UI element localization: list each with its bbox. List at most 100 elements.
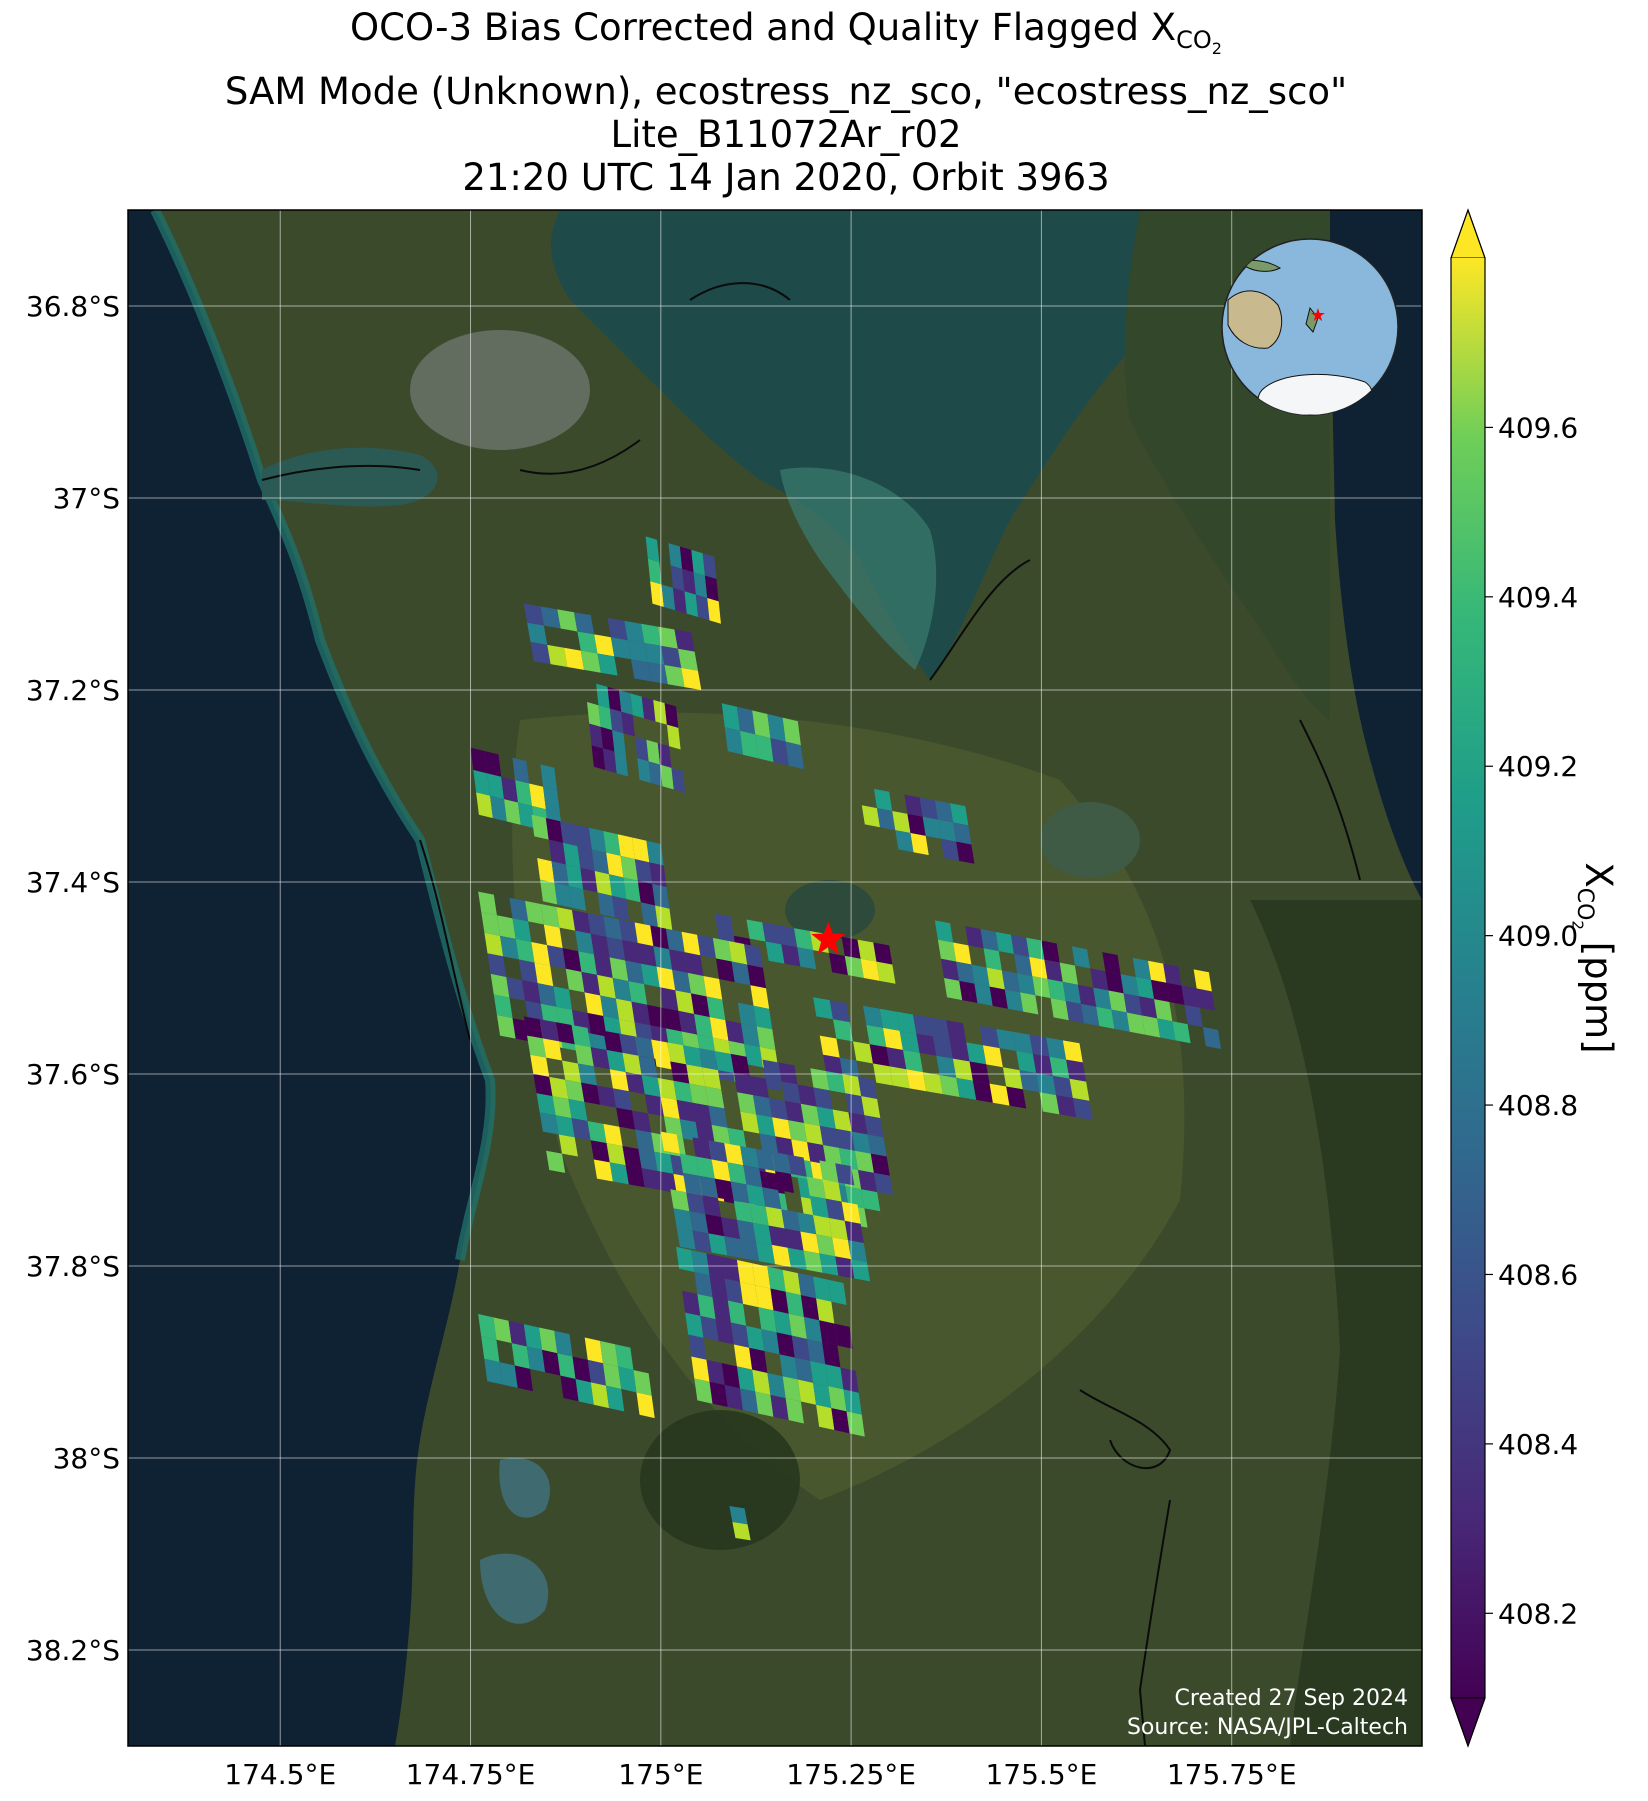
xco2-sounding-cell <box>606 852 624 878</box>
xco2-sounding-cell <box>679 546 694 573</box>
xco2-sounding-cell <box>797 1212 817 1235</box>
xco2-sounding-cell <box>752 1222 772 1245</box>
xco2-sounding-cell <box>670 1061 690 1084</box>
xco2-sounding-cell <box>694 1014 713 1038</box>
xco2-sounding-cell <box>587 1359 607 1386</box>
xco2-sounding-cell <box>562 1060 582 1083</box>
xco2-sounding-cell <box>1047 978 1066 1002</box>
xco2-sounding-cell <box>692 1102 712 1125</box>
xco2-sounding-cell <box>730 1322 750 1348</box>
xco2-sounding-cell <box>737 1092 757 1115</box>
xco2-sounding-cell <box>843 1389 862 1415</box>
xco2-sounding-cell <box>635 1129 655 1152</box>
xco2-sounding-cell <box>1196 988 1215 1011</box>
xco2-sounding-cell <box>721 1217 741 1240</box>
xco2-sounding-cell <box>531 814 549 840</box>
xco2-sounding-cell <box>493 1317 512 1344</box>
xco2-sounding-cell <box>800 1295 820 1321</box>
xco2-sounding-cell <box>826 1071 846 1094</box>
xco2-sounding-cell <box>682 1290 701 1316</box>
colorbar-ticks: 409.6 409.4 409.2 409.0 408.8 408.6 408.4 408.2 <box>1485 411 1578 1630</box>
xco2-sounding-cell <box>695 1122 715 1145</box>
map-gridlines <box>128 210 1422 1746</box>
xco2-sounding-cell <box>765 1206 785 1229</box>
xco2-sounding-cell <box>599 1340 619 1367</box>
xco2-sounding-cell <box>668 543 683 569</box>
latitude-tick-labels: 36.8°S 37°S 37.2°S 37.4°S 37.6°S 37.8°S 38°S 38… <box>26 290 120 1667</box>
xco2-sounding-cell <box>709 1275 728 1301</box>
xco2-sounding-cell <box>512 757 530 784</box>
xco2-sounding-cell <box>612 730 626 755</box>
xco2-sounding-cell <box>779 1354 798 1380</box>
map-panel[interactable] <box>128 210 1422 1746</box>
xco2-sounding-cell <box>540 606 561 629</box>
lat-tick-label: 36.8°S <box>26 290 120 323</box>
xco2-sounding-cell <box>589 723 603 749</box>
xco2-sounding-cell <box>853 1041 874 1064</box>
xco2-sounding-cell <box>537 858 555 883</box>
xco2-sounding-cell <box>840 1367 859 1393</box>
xco2-sounding-cell <box>937 939 957 962</box>
xco2-sounding-cell <box>979 1026 1000 1049</box>
xco2-sounding-cell <box>706 996 726 1021</box>
xco2-sounding-cell <box>638 1055 658 1078</box>
xco2-sounding-cell <box>873 942 893 965</box>
xco2-sounding-cell <box>1126 1012 1145 1035</box>
xco2-sounding-cell <box>676 1099 696 1122</box>
xco2-sounding-cell <box>612 1088 633 1111</box>
xco2-sounding-cell <box>861 805 881 828</box>
xco2-sounding-cell <box>706 1359 725 1386</box>
xco2-sounding-cell <box>681 931 701 956</box>
xco2-sounding-cell <box>1032 1053 1053 1076</box>
xco2-sounding-cell <box>1014 954 1033 977</box>
xco2-sounding-cell <box>1052 1075 1073 1098</box>
xco2-sounding-cell <box>568 1098 588 1122</box>
xco2-sounding-cell <box>753 1005 773 1030</box>
xco2-sounding-cell <box>673 587 687 614</box>
xco2-sounding-cell <box>500 935 519 960</box>
xco2-sounding-cell <box>669 949 688 973</box>
xco2-sounding-cell <box>709 1017 729 1041</box>
xco2-sounding-cell <box>922 816 941 839</box>
xco2-sounding-cell <box>681 667 702 690</box>
xco2-sounding-cell <box>996 1028 1017 1051</box>
xco2-sounding-cell <box>686 1064 706 1087</box>
xco2-sounding-cell <box>953 942 972 965</box>
australia-shape <box>1227 290 1283 349</box>
xco2-sounding-cell <box>634 859 653 884</box>
xco2-sounding-cell <box>1039 1092 1060 1115</box>
xco2-sounding-cell <box>645 536 660 563</box>
xco2-sounding-cell <box>813 997 834 1020</box>
xco2-sounding-cell <box>600 726 615 752</box>
xco2-sounding-cell <box>989 986 1008 1009</box>
xco2-sounding-cell <box>590 1382 610 1409</box>
xco2-sounding-cell <box>705 1086 725 1109</box>
xco2-sounding-cell <box>675 990 695 1014</box>
xco2-sounding-cell <box>526 1346 546 1373</box>
title-line-4: 21:20 UTC 14 Jan 2020, Orbit 3963 <box>462 156 1110 200</box>
xco2-sounding-cell <box>934 800 954 823</box>
xco2-sounding-cell <box>797 1273 817 1299</box>
xco2-sounding-cell <box>664 665 685 688</box>
xco2-sounding-cell <box>755 1285 774 1311</box>
xco2-sounding-cell <box>729 1506 748 1525</box>
xco2-sounding-cell <box>834 1323 853 1349</box>
xco2-sounding-cell <box>625 1165 645 1188</box>
xco2-sounding-cell <box>630 693 645 719</box>
xco2-sounding-cell <box>940 958 960 981</box>
xco2-sounding-cell <box>873 788 893 811</box>
xco2-sounding-cell <box>575 1378 594 1405</box>
svg-text:★: ★ <box>1310 305 1326 326</box>
xco2-sounding-cell <box>739 730 759 759</box>
xco2-sounding-cell <box>733 1200 753 1223</box>
xco2-sounding-cell <box>922 1072 943 1095</box>
xco2-sounding-cell <box>593 1159 613 1182</box>
xco2-sounding-cell <box>794 928 814 951</box>
xco2-sounding-cell <box>899 1030 920 1053</box>
xco2-sounding-cell <box>591 849 610 875</box>
xco2-sounding-cell <box>539 1019 559 1042</box>
xco2-sounding-cell <box>714 1050 734 1074</box>
xco2-sounding-cell <box>560 821 578 847</box>
xco2-sounding-cell <box>775 1136 795 1159</box>
